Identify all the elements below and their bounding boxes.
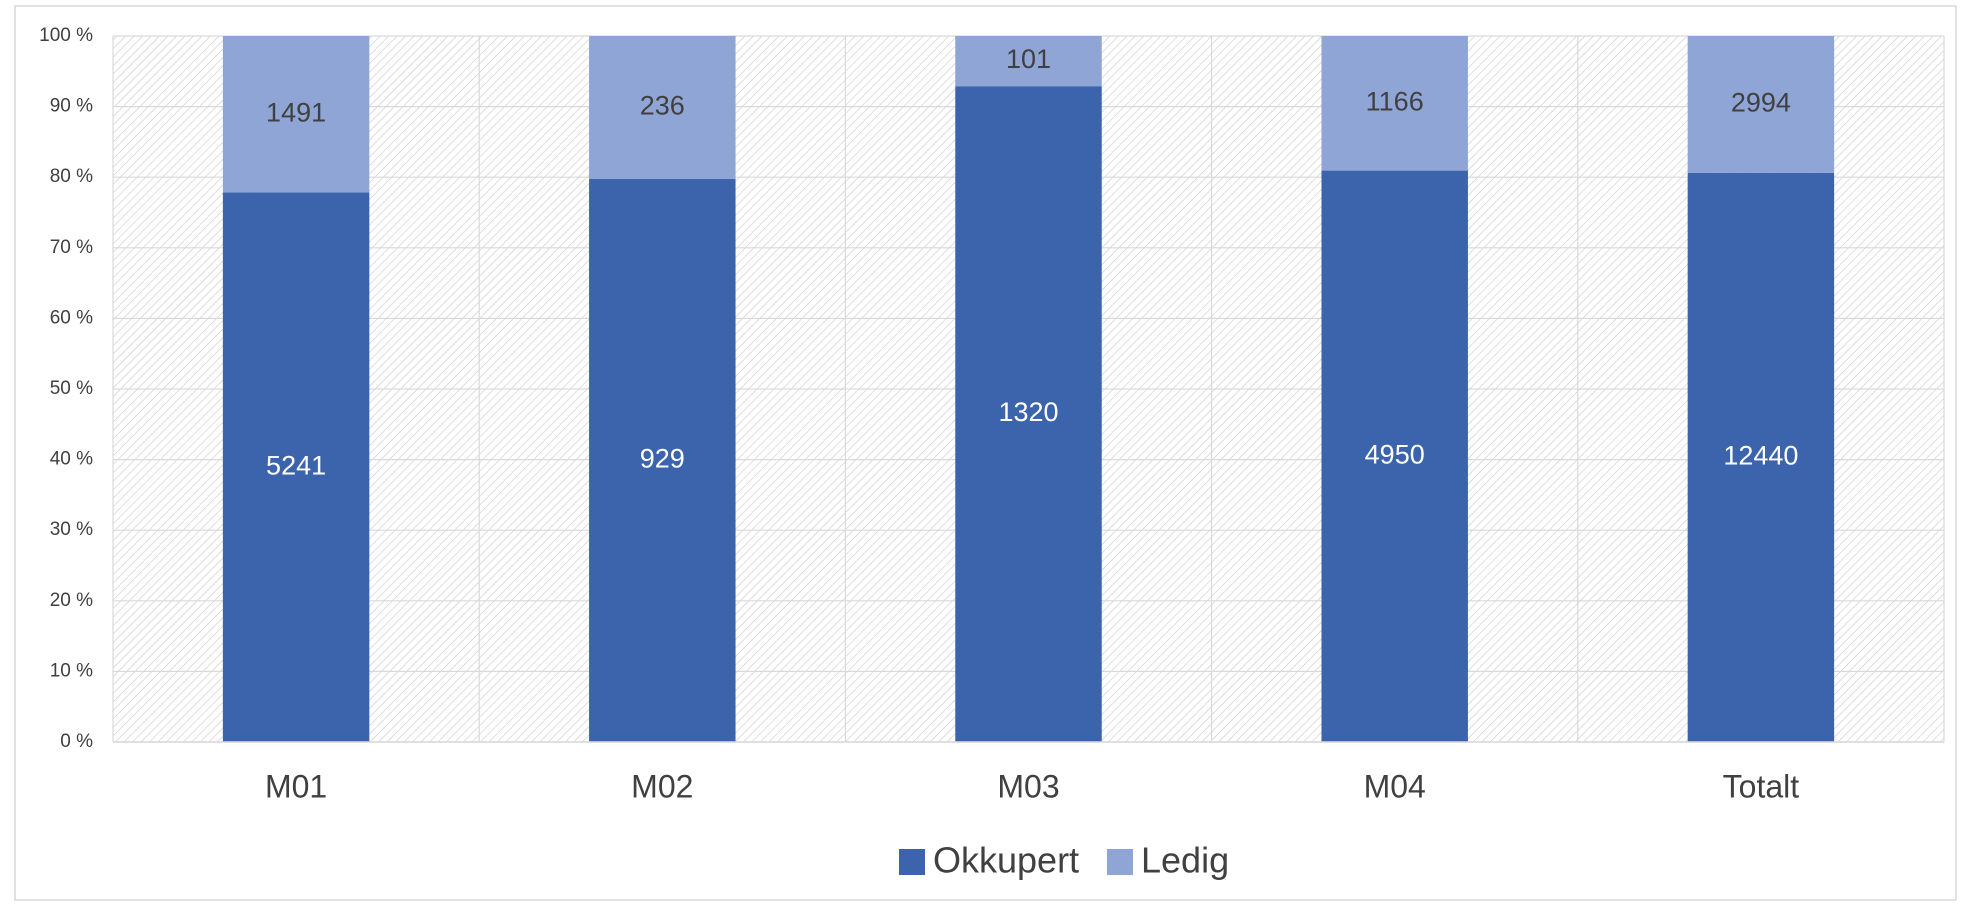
data-label: 1166 (1366, 86, 1424, 116)
x-tick-label: M01 (265, 768, 327, 804)
bar-segment (222, 36, 370, 193)
bar-segment (589, 36, 736, 180)
bar-segment (955, 36, 1102, 87)
bar-segment (1321, 170, 1468, 743)
data-label: 929 (640, 444, 685, 474)
data-label: 2994 (1731, 88, 1791, 118)
data-label: 101 (1006, 44, 1051, 74)
x-tick-label: M03 (997, 768, 1059, 804)
y-tick-label: 70 % (50, 237, 93, 258)
y-tick-label: 0 % (60, 731, 93, 752)
bar-segment (955, 86, 1102, 742)
data-label: 12440 (1723, 441, 1798, 471)
x-tick-label: Totalt (1723, 768, 1800, 804)
y-tick-label: 60 % (50, 307, 93, 328)
legend-label: Ledig (1141, 840, 1229, 881)
data-label: 236 (640, 91, 685, 121)
data-label: 1320 (998, 397, 1058, 427)
data-label: 1491 (266, 97, 326, 127)
y-tick-label: 20 % (50, 590, 93, 611)
bar-segment (222, 192, 370, 743)
bar-segment (1687, 172, 1835, 743)
y-tick-label: 80 % (50, 166, 93, 187)
y-tick-label: 50 % (50, 378, 93, 399)
bar-segment (1687, 36, 1835, 173)
x-tick-label: M04 (1364, 768, 1426, 804)
y-tick-label: 30 % (50, 519, 93, 540)
y-tick-label: 90 % (50, 96, 93, 117)
bar-segment (1321, 36, 1468, 171)
y-tick-label: 40 % (50, 449, 93, 470)
legend-label: Okkupert (933, 840, 1079, 881)
bar-segment (589, 179, 736, 743)
y-tick-label: 10 % (50, 660, 93, 681)
y-tick-label: 100 % (39, 25, 93, 46)
x-tick-label: M02 (631, 768, 693, 804)
legend-swatch (1107, 849, 1133, 875)
data-label: 4950 (1365, 439, 1425, 469)
legend-swatch (899, 849, 925, 875)
data-label: 5241 (266, 450, 326, 480)
